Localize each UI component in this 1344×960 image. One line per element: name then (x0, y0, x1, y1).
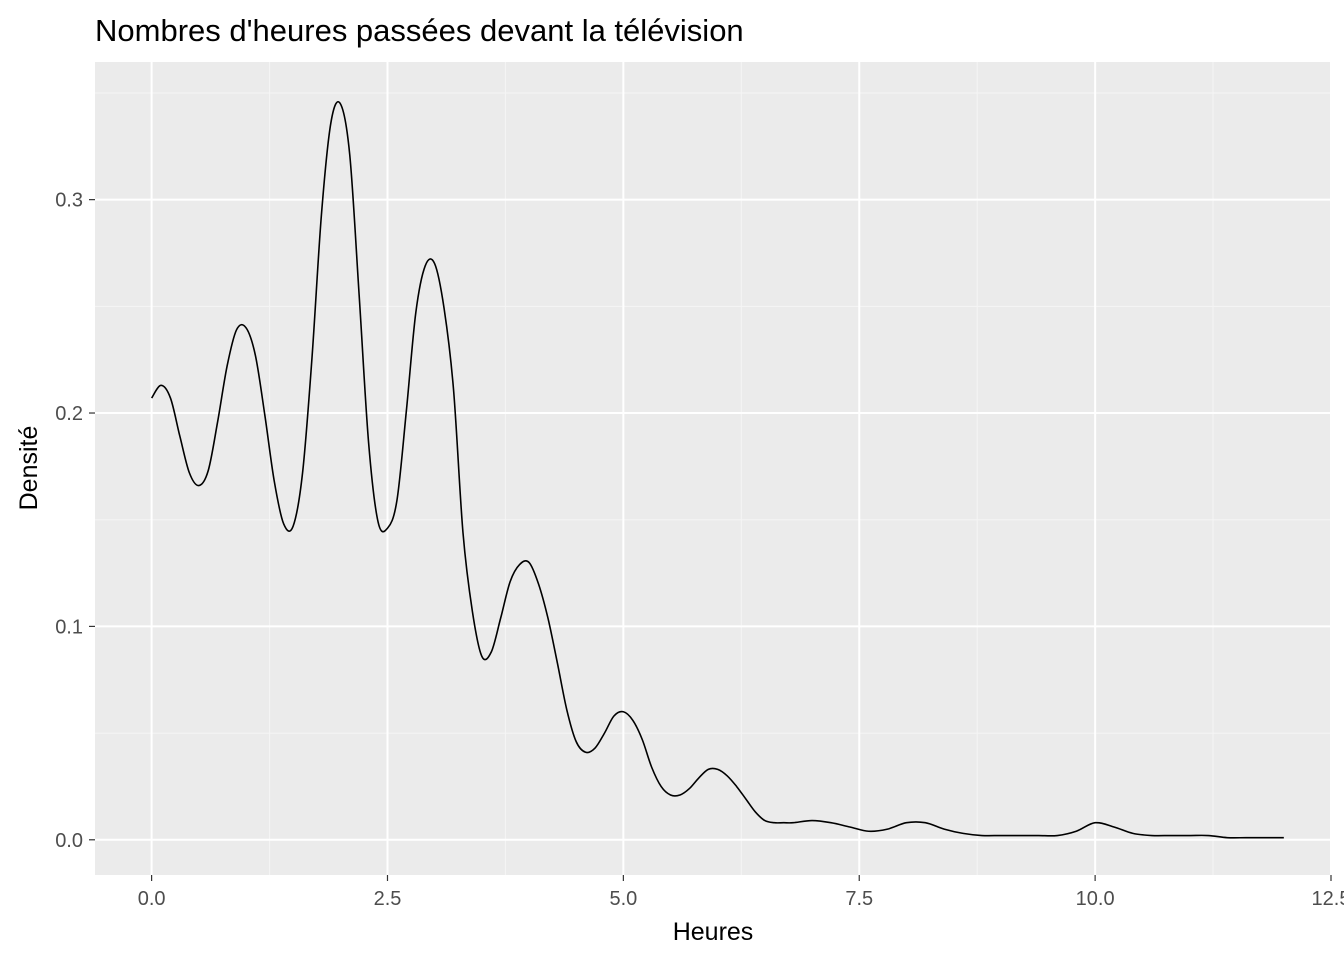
plot-panel (95, 62, 1331, 875)
x-tick-label: 5.0 (609, 888, 637, 910)
y-axis-title: Densité (15, 426, 43, 511)
density-curve (150, 100, 1284, 839)
y-tick-label: 0.0 (55, 830, 83, 852)
y-tick-label: 0.3 (55, 190, 83, 212)
y-tick-label: 0.2 (55, 403, 83, 425)
x-axis-title: Heures (673, 918, 754, 946)
x-tick-label: 2.5 (374, 888, 402, 910)
major-gridlines (95, 62, 1332, 875)
minor-gridlines (95, 62, 1331, 875)
x-tick-label: 10.0 (1076, 888, 1115, 910)
x-tick-label: 7.5 (845, 888, 873, 910)
x-tick-label: 12.5 (1312, 888, 1344, 910)
x-tick-label: 0.0 (138, 888, 166, 910)
x-axis-ticks: 0.0 2.5 5.0 7.5 10.0 12.5 (138, 875, 1344, 910)
chart-title: Nombres d'heures passées devant la télév… (95, 13, 744, 48)
y-axis-ticks: 0.0 0.1 0.2 0.3 (55, 190, 95, 852)
y-tick-label: 0.1 (55, 616, 83, 638)
